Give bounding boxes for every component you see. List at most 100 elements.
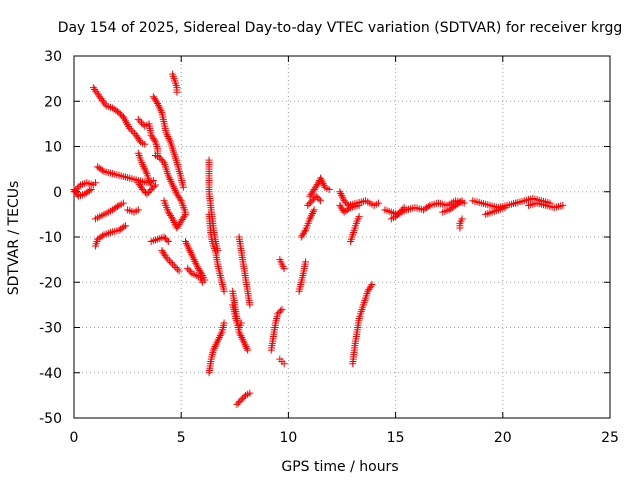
series-arc-32 [306, 174, 333, 200]
data-point [236, 397, 244, 405]
data-point [147, 185, 155, 193]
data-point [243, 344, 251, 352]
data-point [139, 120, 147, 128]
data-point [171, 186, 179, 194]
series-arc-19 [184, 265, 207, 286]
data-point [139, 161, 147, 169]
data-point [213, 339, 221, 347]
data-point [458, 215, 466, 223]
data-point [94, 91, 102, 99]
data-point [144, 189, 152, 197]
series-arc-30 [295, 258, 310, 295]
data-point [212, 341, 220, 349]
data-point [169, 217, 177, 225]
data-point [87, 185, 95, 193]
data-point [153, 98, 161, 106]
data-point [237, 396, 245, 404]
data-point [312, 192, 320, 200]
data-point [313, 180, 321, 188]
data-point [319, 180, 327, 188]
data-point [320, 181, 328, 189]
data-point [188, 252, 196, 260]
data-point [163, 131, 171, 139]
data-point [141, 166, 149, 174]
data-point [277, 307, 285, 315]
data-point [164, 255, 172, 263]
data-point [157, 155, 165, 163]
data-point [166, 176, 174, 184]
data-point [304, 201, 312, 209]
data-point [186, 268, 194, 276]
data-point [157, 107, 165, 115]
y-tick-label: 20 [44, 94, 62, 110]
data-point [170, 185, 178, 193]
series-arc-07 [91, 222, 129, 250]
data-point [310, 206, 318, 214]
data-point [217, 330, 225, 338]
data-point [458, 197, 466, 205]
data-point [100, 98, 108, 106]
chart-title: Day 154 of 2025, Sidereal Day-to-day VTE… [58, 20, 623, 36]
series-arc-14 [147, 233, 172, 246]
series-arc-12 [149, 93, 187, 191]
data-point [164, 238, 172, 246]
series-arc-24 [229, 301, 245, 331]
y-tick-label: -50 [39, 411, 62, 427]
data-point [155, 103, 163, 111]
data-point [325, 185, 333, 193]
data-point [187, 250, 195, 258]
data-point [115, 109, 123, 117]
y-tick-label: -40 [39, 366, 62, 382]
data-point [139, 162, 147, 170]
x-tick-label: 10 [279, 430, 297, 446]
data-point [300, 228, 308, 236]
data-point [172, 188, 180, 196]
data-point [318, 178, 326, 186]
data-point [183, 241, 191, 249]
data-point [278, 305, 286, 313]
data-point [169, 181, 177, 189]
series-arc-31 [297, 206, 318, 241]
series-arc-28 [276, 355, 288, 368]
data-point [215, 333, 223, 341]
data-point [164, 172, 172, 180]
data-point [91, 85, 99, 93]
data-point [394, 210, 402, 218]
data-point [182, 239, 190, 247]
data-point [193, 261, 201, 269]
series-arc-16 [169, 70, 181, 96]
data-point [308, 209, 316, 217]
data-point [146, 187, 154, 195]
data-point [355, 201, 363, 209]
data-point [98, 166, 106, 174]
data-point [162, 253, 170, 261]
data-point [143, 190, 151, 198]
series-arc-26 [233, 389, 254, 408]
data-point [154, 100, 162, 108]
data-point [116, 110, 124, 118]
data-point [160, 233, 168, 241]
data-point [192, 259, 200, 267]
data-point [165, 134, 173, 142]
data-point [396, 208, 404, 216]
data-point [233, 400, 241, 408]
data-point [215, 335, 223, 343]
data-point [151, 181, 159, 189]
data-point [168, 179, 176, 187]
series-arc-44 [482, 204, 509, 218]
data-point [185, 245, 193, 253]
data-point [138, 119, 146, 127]
data-point [237, 332, 245, 340]
data-point [165, 257, 173, 265]
data-point [234, 399, 242, 407]
grid-lines [74, 56, 610, 418]
y-tick-label: -30 [39, 321, 62, 337]
data-point [246, 389, 254, 397]
data-point [317, 197, 325, 205]
y-tick-label: -20 [39, 275, 62, 291]
data-point [209, 346, 217, 354]
data-point [211, 343, 219, 351]
series-arc-08 [124, 206, 142, 216]
data-point [184, 243, 192, 251]
data-point [392, 213, 400, 221]
